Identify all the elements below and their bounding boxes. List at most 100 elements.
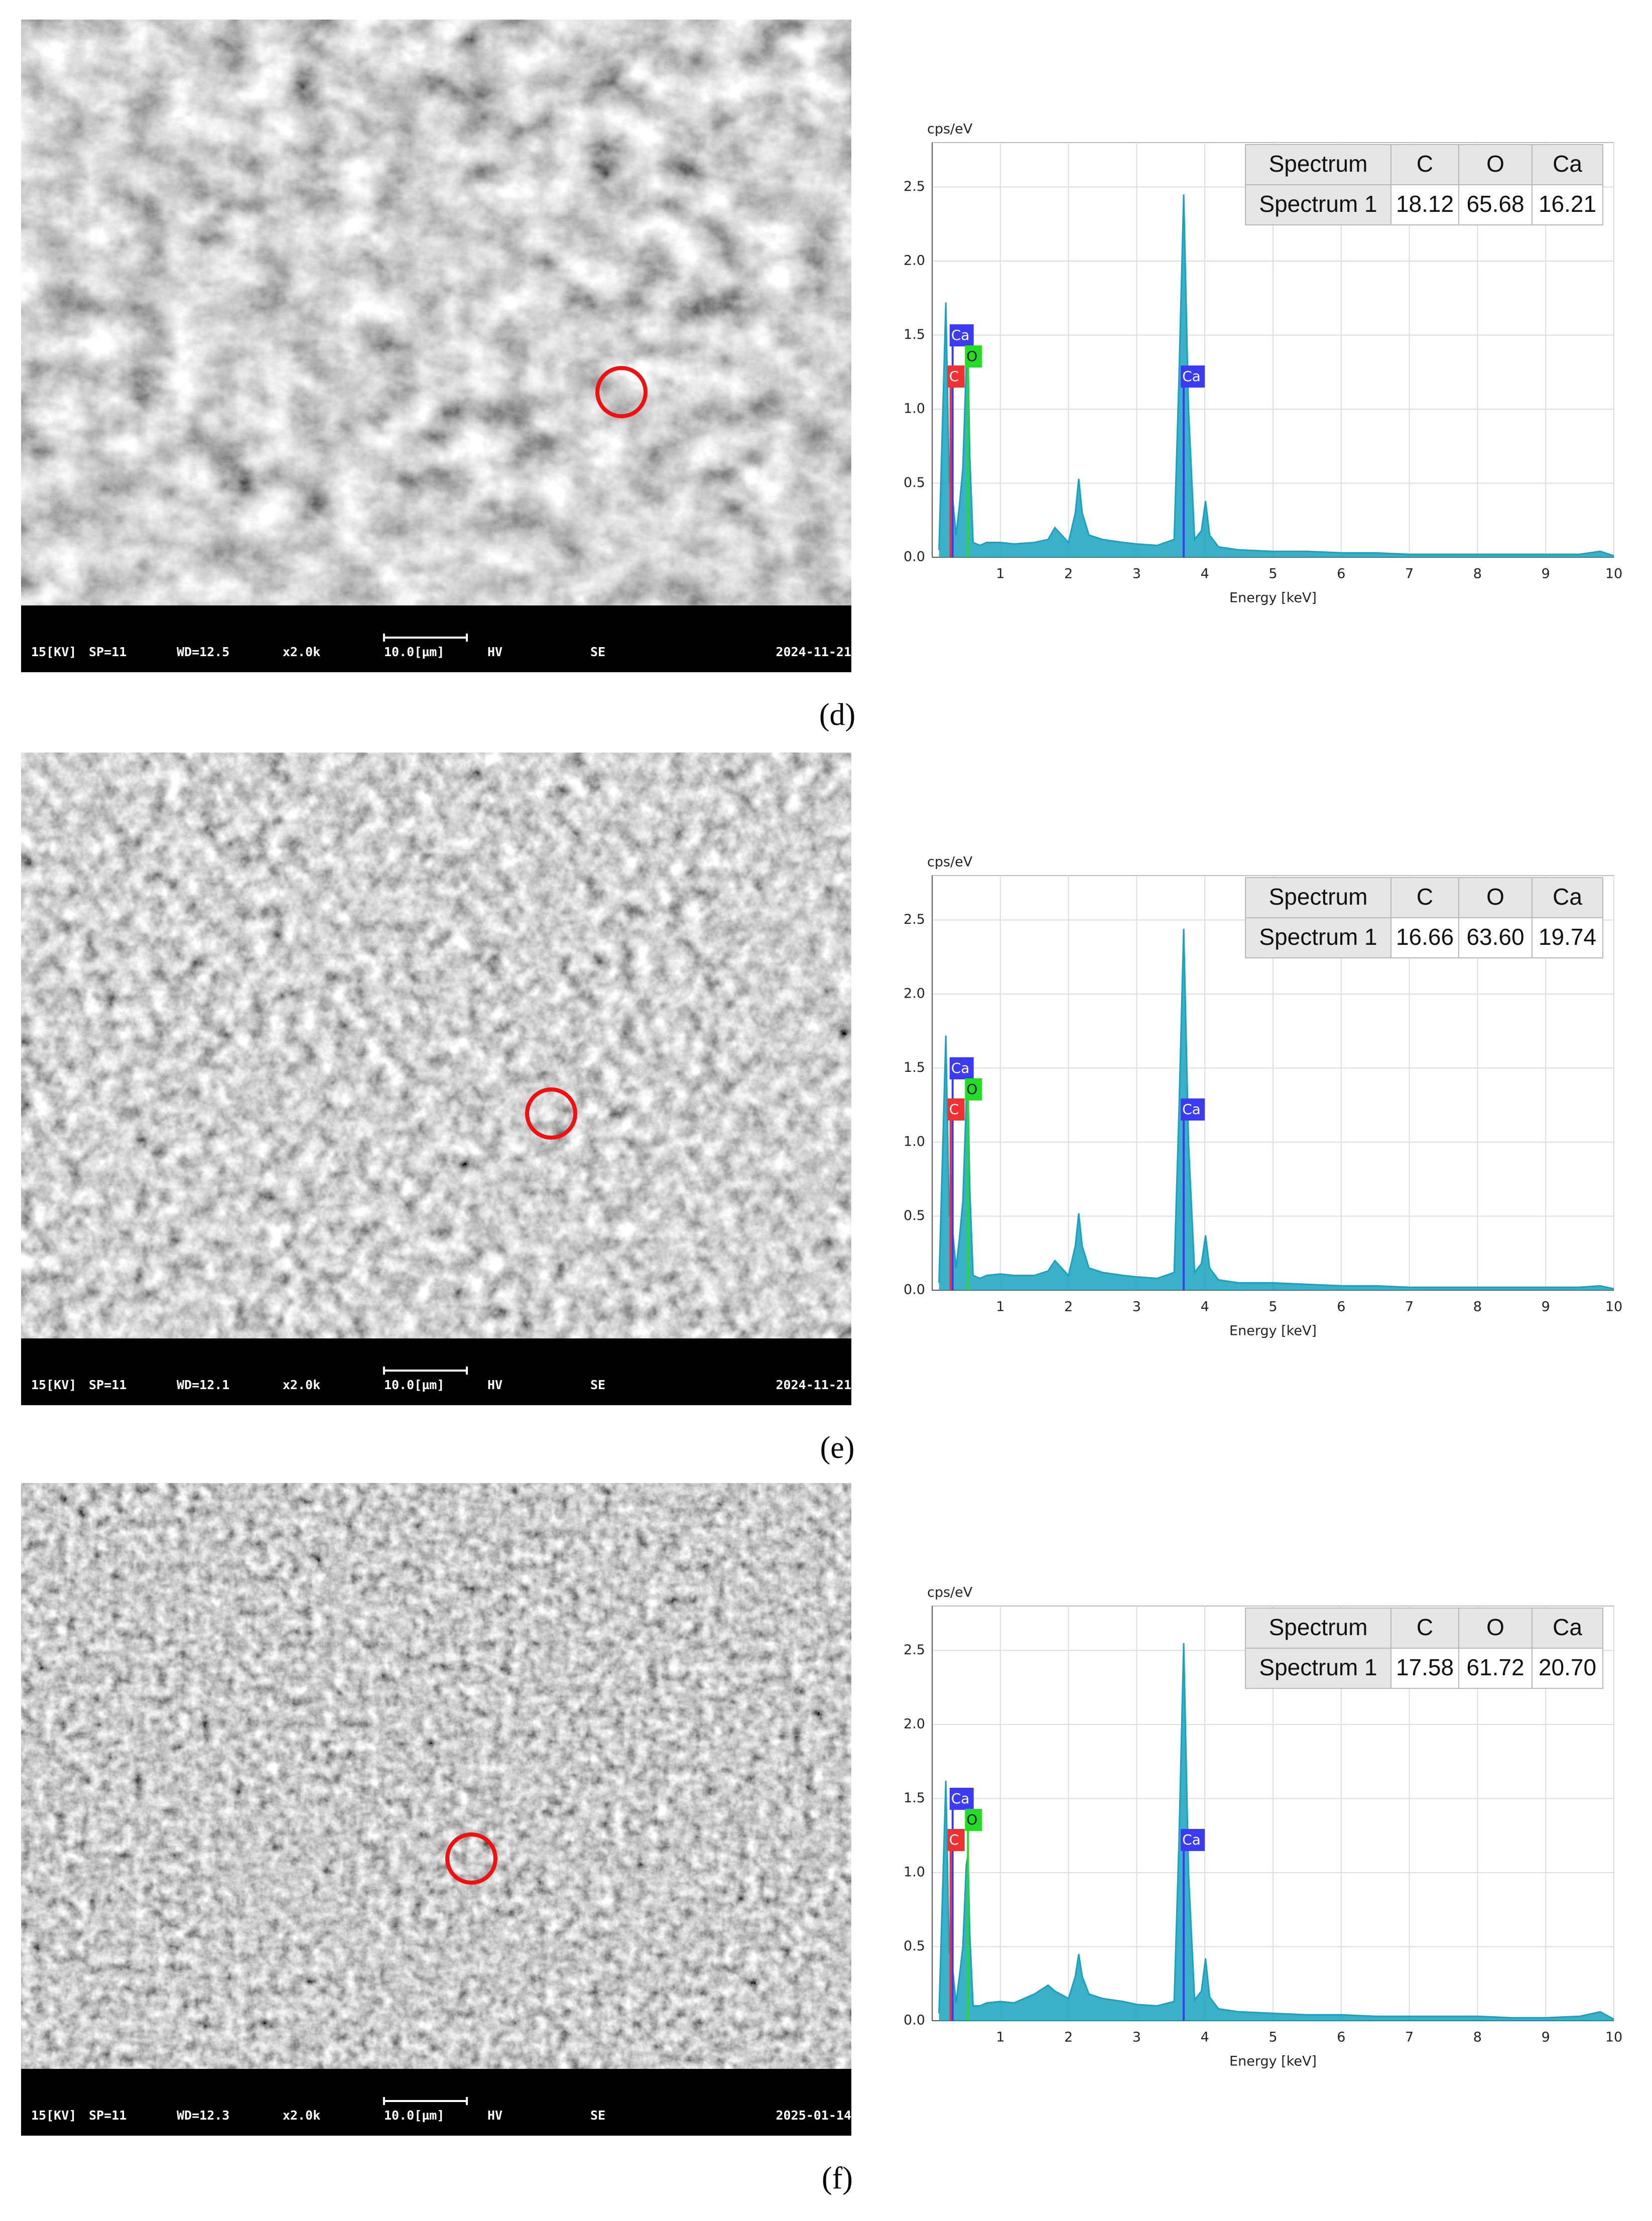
element-tag	[947, 365, 965, 388]
element-label: O	[966, 348, 977, 364]
table-cell	[1245, 1608, 1391, 1649]
sem-texture	[21, 753, 851, 1338]
table-value: 16.66	[1396, 924, 1454, 950]
table-header: C	[1417, 151, 1433, 177]
x-tick-label: 1	[996, 2030, 1004, 2045]
x-tick-label: 8	[1473, 566, 1482, 582]
sem-info-text: HV	[487, 2108, 502, 2123]
x-tick-label: 6	[1337, 1299, 1345, 1315]
table-cell	[1458, 1648, 1533, 1689]
element-tag	[965, 1809, 982, 1831]
x-axis-title: Energy [keV]	[1229, 590, 1317, 606]
table-header: Ca	[1553, 151, 1582, 177]
panel-label: (f)	[822, 2161, 853, 2195]
table-cell	[1390, 184, 1459, 225]
table-cell	[1532, 184, 1603, 225]
sem-info-text: 15[KV]	[31, 2108, 76, 2123]
x-tick-label: 10	[1605, 566, 1622, 582]
x-tick-label: 2	[1064, 2030, 1073, 2045]
table-value: 18.12	[1396, 191, 1454, 217]
element-tag	[947, 1098, 965, 1121]
y-tick-label: 0.5	[904, 475, 925, 490]
sem-info-text: SE	[590, 1378, 605, 1392]
x-tick-label: 4	[1201, 1299, 1209, 1315]
x-tick-label: 7	[1405, 1299, 1414, 1315]
analysis-spot	[445, 1832, 497, 1885]
x-tick-label: 5	[1268, 566, 1277, 582]
table-value: 61.72	[1466, 1654, 1524, 1680]
y-tick-label: 0.0	[904, 2013, 925, 2028]
element-tag	[1181, 365, 1205, 388]
table-cell	[1245, 877, 1391, 918]
table-header: C	[1417, 1614, 1433, 1640]
element-label: C	[949, 368, 959, 385]
sem-info-text: 2025-01-14	[776, 2108, 851, 2123]
element-label: Ca	[1182, 1101, 1201, 1118]
analysis-spot	[525, 1087, 577, 1140]
table-cell	[1390, 1648, 1459, 1689]
x-tick-label: 8	[1473, 1299, 1482, 1315]
x-tick-label: 4	[1201, 2030, 1209, 2045]
x-tick-label: 10	[1605, 1299, 1622, 1315]
element-label: C	[949, 1831, 959, 1848]
table-header: Spectrum	[1269, 1614, 1368, 1640]
panel-label: (d)	[819, 698, 855, 732]
y-axis-title: cps/eV	[927, 854, 973, 870]
table-header: Spectrum	[1269, 884, 1368, 910]
element-tag	[949, 324, 974, 346]
table-cell	[1532, 1648, 1603, 1689]
table-value: 19.74	[1539, 924, 1596, 950]
x-tick-label: 1	[996, 566, 1004, 582]
x-tick-label: 8	[1473, 2030, 1482, 2045]
element-tag	[949, 1057, 974, 1079]
element-label: O	[966, 1811, 977, 1828]
x-tick-label: 6	[1337, 2030, 1345, 2045]
y-tick-label: 2.5	[904, 1642, 925, 1658]
table-cell	[1245, 1648, 1391, 1689]
table-cell	[1532, 877, 1603, 918]
table-value: 65.68	[1466, 191, 1524, 217]
x-tick-label: 2	[1064, 1299, 1073, 1315]
table-cell	[1532, 144, 1603, 185]
x-tick-label: 9	[1542, 566, 1550, 582]
element-label: Ca	[951, 1060, 970, 1076]
y-tick-label: 0.0	[904, 1282, 925, 1298]
x-tick-label: 3	[1132, 2030, 1141, 2045]
table-cell	[1458, 184, 1533, 225]
x-tick-label: 2	[1064, 566, 1073, 582]
x-tick-label: 9	[1542, 2030, 1550, 2045]
sem-texture	[21, 1483, 851, 2069]
table-cell	[1458, 917, 1533, 958]
table-value: 16.21	[1539, 191, 1596, 217]
table-value: 63.60	[1466, 924, 1524, 950]
sem-info-text: WD=12.5	[177, 645, 229, 659]
y-tick-label: 1.5	[904, 1790, 925, 1806]
element-label: Ca	[951, 327, 970, 343]
x-tick-label: 7	[1405, 566, 1414, 582]
analysis-spot	[595, 366, 648, 418]
table-cell	[1458, 877, 1533, 918]
table-value: Spectrum 1	[1259, 1654, 1377, 1680]
sem-info-text: x2.0k	[283, 1378, 320, 1392]
sem-info-text: SE	[590, 2108, 605, 2123]
element-label: O	[966, 1081, 977, 1097]
x-tick-label: 3	[1132, 1299, 1141, 1315]
y-tick-label: 2.5	[904, 912, 925, 927]
x-tick-label: 5	[1268, 1299, 1277, 1315]
sem-texture	[21, 20, 851, 605]
y-tick-label: 2.0	[904, 986, 925, 1002]
sem-info-bar	[21, 2069, 851, 2136]
y-tick-label: 0.5	[904, 1208, 925, 1223]
y-tick-label: 1.0	[904, 1134, 925, 1150]
sem-info-text: 10.0[µm]	[384, 645, 444, 659]
sem-info-text: x2.0k	[283, 2108, 320, 2123]
table-value: Spectrum 1	[1259, 924, 1377, 950]
table-cell	[1458, 144, 1533, 185]
sem-info-text: 10.0[µm]	[384, 1378, 444, 1392]
table-cell	[1532, 917, 1603, 958]
sem-info-text: SP=11	[89, 1378, 126, 1392]
y-tick-label: 0.0	[904, 549, 925, 565]
table-value: 17.58	[1396, 1654, 1454, 1680]
table-value: 20.70	[1539, 1654, 1596, 1680]
